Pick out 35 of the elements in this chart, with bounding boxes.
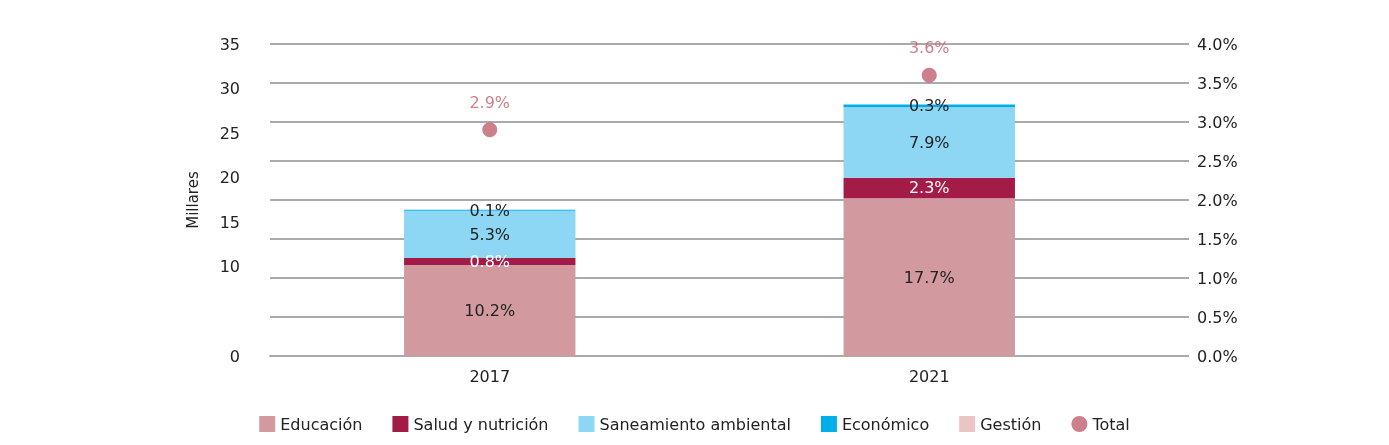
x-tick-label: 2021: [908, 366, 950, 386]
y2-tick-label: 1.0%: [1197, 268, 1238, 288]
data-label: 7.9%: [908, 133, 950, 152]
legend-label: Saneamiento ambiental: [599, 414, 791, 434]
y2-tick-label: 1.5%: [1197, 229, 1238, 249]
bar: [843, 177, 1015, 199]
y-tick-label: 0: [229, 346, 240, 366]
y2-tick-label: 0.5%: [1197, 307, 1238, 327]
x-tick-label: 2017: [469, 366, 511, 386]
legend-label: Educación: [280, 414, 363, 434]
y-tick-label: 35: [219, 34, 240, 54]
y2-tick-label: 3.5%: [1197, 73, 1238, 93]
y-tick-label: 25: [219, 123, 240, 143]
data-label: 0.1%: [469, 200, 511, 220]
y-tick-label: 20: [219, 168, 240, 188]
data-label: 10.2%: [464, 301, 516, 321]
y2-tick-label: 4.0%: [1197, 34, 1238, 54]
legend-label: Salud y nutrición: [413, 414, 549, 434]
data-label: 5.3%: [469, 224, 511, 244]
bar: [404, 265, 576, 356]
y-tick-label: 30: [219, 79, 240, 99]
y2-tick-label: 0.0%: [1197, 346, 1238, 366]
legend-label: Total: [1091, 414, 1130, 434]
legend-label: Gestión: [980, 414, 1042, 434]
y2-tick-label: 2.0%: [1197, 190, 1238, 210]
legend-label: Económico: [841, 414, 930, 434]
data-label: 2.9%: [469, 92, 511, 112]
y2-tick-label: 2.5%: [1197, 151, 1238, 171]
data-label: 17.7%: [903, 267, 955, 287]
bar: [843, 198, 1015, 356]
y-tick-label: 15: [219, 212, 240, 232]
data-label: 2.3%: [908, 178, 950, 198]
y-axis-title: Millares: [183, 171, 202, 229]
y-tick-label: 10: [219, 257, 240, 277]
y2-tick-label: 3.0%: [1197, 112, 1238, 132]
